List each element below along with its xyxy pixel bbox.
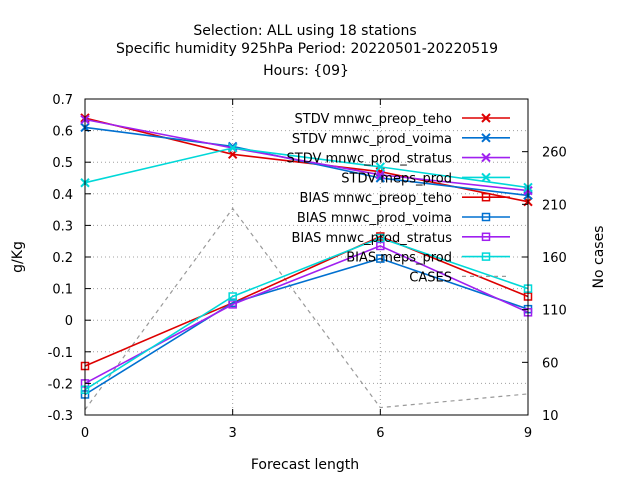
series-line xyxy=(84,257,529,396)
title-line-1: Selection: ALL using 18 stations xyxy=(193,23,416,39)
legend-entry: BIAS mnwc_preop_teho xyxy=(299,191,510,206)
y-tick-label: 0.4 xyxy=(52,188,73,203)
y-tick-label: 0.2 xyxy=(52,251,73,266)
x-tick-label: 9 xyxy=(524,426,532,441)
series-3 xyxy=(80,143,533,193)
y-tick-label: 0.5 xyxy=(52,156,73,171)
legend-marker xyxy=(481,133,491,143)
y2-tick-label: 10 xyxy=(542,409,559,424)
x-tick-label: 6 xyxy=(376,426,384,441)
y2-tick-label: 60 xyxy=(542,356,559,371)
series-point xyxy=(228,300,237,309)
chart-title: Selection: ALL using 18 stations Specifi… xyxy=(116,23,498,79)
series-point xyxy=(376,241,385,251)
legend-label: STDV mnwc_prod_voima xyxy=(292,132,452,147)
y2-tick-label: 260 xyxy=(542,146,567,161)
y-tick-label: 0 xyxy=(65,314,73,329)
series-line xyxy=(84,207,529,411)
series-line xyxy=(84,147,529,189)
series-8 xyxy=(84,207,529,411)
y2-tick-label: 210 xyxy=(542,198,567,213)
legend-marker xyxy=(481,152,491,163)
legend-entry: BIAS meps_prod xyxy=(346,251,510,266)
grid xyxy=(85,99,528,415)
y-tick-label: 0.7 xyxy=(52,93,73,108)
legend-entry: STDV meps_prod xyxy=(341,171,510,186)
y2-tick-label: 160 xyxy=(542,251,567,266)
legend-label: BIAS mnwc_preop_teho xyxy=(299,191,452,206)
y-tick-label: -0.2 xyxy=(48,377,73,392)
legend-marker xyxy=(481,232,491,242)
series-point xyxy=(228,292,237,301)
legend-entry: STDV mnwc_preop_teho xyxy=(295,112,510,127)
series-point-stroke-b xyxy=(375,162,386,172)
series-point xyxy=(375,170,386,180)
series-point-stroke-b xyxy=(227,143,238,153)
y-tick-label: -0.1 xyxy=(48,346,73,361)
series-point xyxy=(227,143,238,153)
legend-label: BIAS mnwc_prod_voima xyxy=(297,211,452,226)
legend-marker-stroke-b xyxy=(481,133,491,143)
y-tick-label: 0.1 xyxy=(52,283,73,298)
title-line-3: Hours: {09} xyxy=(263,63,349,79)
legend-marker xyxy=(481,192,491,202)
x-tick-label: 3 xyxy=(229,426,237,441)
axis-ticks: 0 3 6 9 -0.3 -0.2 -0.1 0 0.1 0.2 0.3 0.4 0.5 0.6 0.7 10… xyxy=(48,93,567,441)
legend-marker-stroke-b xyxy=(481,172,491,183)
legend-label: BIAS mnwc_prod_stratus xyxy=(291,231,452,246)
legend-marker-stroke-b xyxy=(481,113,491,123)
legend-label: STDV mnwc_preop_teho xyxy=(295,112,453,127)
cases-layer xyxy=(84,207,529,411)
legend-label: STDV meps_prod xyxy=(341,171,452,186)
y-axis-label: g/Kg xyxy=(10,241,26,273)
series-point xyxy=(375,162,386,172)
series-point xyxy=(376,233,385,243)
x-axis-label: Forecast length xyxy=(251,457,359,473)
legend-marker xyxy=(481,172,491,183)
legend-label: CASES xyxy=(409,270,452,285)
legend-entry: STDV mnwc_prod_stratus xyxy=(287,152,510,167)
y2-axis-label: No cases xyxy=(591,226,607,289)
legend-entry: STDV mnwc_prod_voima xyxy=(292,132,510,147)
legend-marker-stroke-b xyxy=(481,152,491,163)
title-line-2: Specific humidity 925hPa Period: 2022050… xyxy=(116,41,498,57)
y-tick-label: -0.3 xyxy=(48,409,73,424)
y2-tick-label: 110 xyxy=(542,304,567,319)
series-line xyxy=(84,235,529,367)
legend-marker xyxy=(481,252,491,261)
y-tick-label: 0.6 xyxy=(52,125,73,140)
x-tick-label: 0 xyxy=(81,426,89,441)
series-layer xyxy=(80,113,533,399)
legend-label: BIAS meps_prod xyxy=(346,251,452,266)
legend-label: STDV mnwc_prod_stratus xyxy=(287,152,453,167)
series-point-stroke-b xyxy=(375,170,386,180)
legend-entry: CASES xyxy=(409,270,510,285)
legend-marker xyxy=(481,212,491,222)
legend-entry: BIAS mnwc_prod_stratus xyxy=(291,231,510,246)
series-point xyxy=(376,254,385,263)
series-line xyxy=(84,237,529,391)
series-line xyxy=(84,118,529,192)
y-tick-label: 0.3 xyxy=(52,219,73,234)
legend: STDV mnwc_preop_teho STDV mnwc_prod_voima… xyxy=(287,112,510,285)
legend-entry: BIAS mnwc_prod_voima xyxy=(297,211,510,226)
legend-marker xyxy=(481,113,491,123)
